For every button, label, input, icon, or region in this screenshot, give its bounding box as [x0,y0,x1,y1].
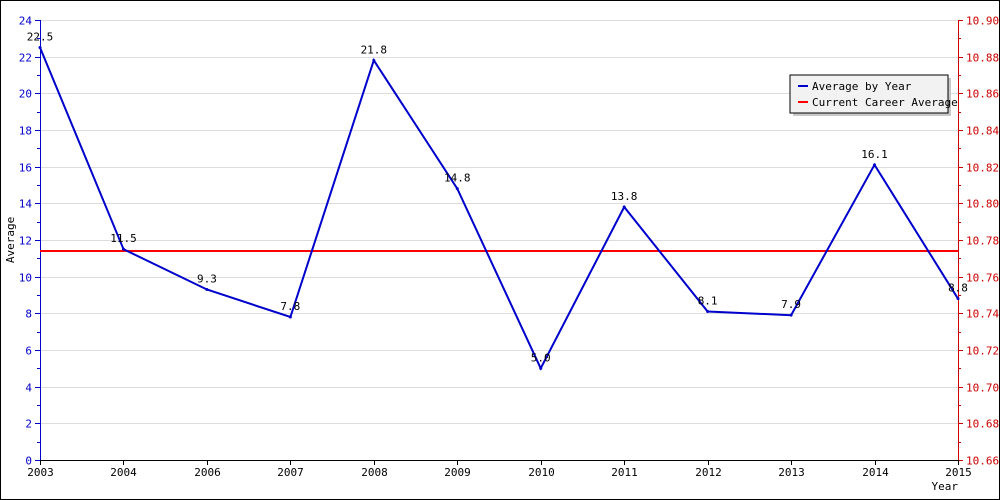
grid-lines [40,20,958,424]
data-point [873,163,877,167]
y-tick-label-right: 10.66 [966,455,999,468]
y-tick-label-left: 4 [25,382,32,395]
data-point [789,313,793,317]
y-tick-label-right: 10.86 [966,88,999,101]
data-point [205,288,209,291]
data-point [956,297,960,301]
x-tick-label: 2007 [277,466,304,479]
data-label: 8.8 [948,282,968,295]
data-label: 8.1 [698,295,718,308]
y-tick-label-left: 22 [19,52,32,65]
data-point [38,46,42,49]
x-tick-label: 2015 [945,466,972,479]
y-tick-label-right: 10.74 [966,308,999,321]
y-tick-label-right: 10.70 [966,382,999,395]
x-axis-title: Year [932,480,959,493]
data-point [622,205,626,209]
data-point [372,58,376,62]
y-tick-label-left: 2 [25,418,32,431]
x-tick-label: 2012 [695,466,722,479]
legend-box [789,74,949,114]
y-tick-label-left: 18 [19,125,32,138]
x-tick-label: 2004 [110,466,137,479]
legend-label-current-career-average: Current Career Average [812,96,958,109]
x-tick-label: 2013 [778,466,805,479]
y-tick-label-left: 14 [19,198,33,211]
x-tick-label: 2011 [611,466,638,479]
y-tick-label-right: 10.72 [966,345,999,358]
y-tick-label-left: 20 [19,88,32,101]
y-axis-title: Average [4,217,17,263]
data-label: 22.5 [27,31,54,44]
data-label: 9.3 [197,273,217,286]
axes: 02468101214161820222410.6610.6810.7010.7… [19,15,1000,480]
y-tick-label-right: 10.90 [966,15,999,28]
series-layer [38,46,960,371]
data-point [121,247,125,251]
data-point [706,310,710,313]
legend: Average by Year Current Career Average [789,74,958,116]
y-tick-label-left: 24 [19,15,33,28]
x-tick-label: 2008 [361,466,388,479]
y-tick-label-right: 10.76 [966,272,999,285]
y-tick-label-right: 10.78 [966,235,999,248]
data-label: 5.0 [531,351,551,364]
y-tick-label-left: 12 [19,235,32,248]
data-label: 11.5 [110,232,137,245]
data-labels: 22.5 11.5 9.3 7.8 21.8 14.8 5.0 13.8 8.1 7.9 16.1 8… [27,31,968,365]
data-point [539,366,543,370]
x-tick-label: 2003 [27,466,54,479]
x-tick-label: 2014 [862,466,889,479]
y-tick-label-right: 10.82 [966,162,999,175]
y-tick-label-left: 6 [25,345,32,358]
y-tick-label-left: 16 [19,162,32,175]
y-tick-label-right: 10.68 [966,418,999,431]
y-tick-label-right: 10.88 [966,52,999,65]
x-tick-label: 2006 [194,466,221,479]
data-label: 13.8 [611,190,638,203]
data-label: 7.9 [781,298,801,311]
data-label: 21.8 [361,43,388,56]
data-label: 14.8 [444,172,471,185]
x-tick-label: 2010 [528,466,555,479]
x-tick-label: 2009 [444,466,471,479]
data-label: 16.1 [861,148,888,161]
series-line-average-by-year [39,47,959,371]
y-tick-label-left: 8 [25,308,32,321]
y-tick-label-right: 10.80 [966,198,999,211]
data-label: 7.8 [280,300,300,313]
y-tick-label-left: 10 [19,272,32,285]
data-point [288,315,292,319]
legend-label-average-by-year: Average by Year [812,80,912,93]
y-tick-label-right: 10.84 [966,125,999,138]
y-tick-label-left: 0 [25,455,32,468]
data-point [455,187,459,191]
